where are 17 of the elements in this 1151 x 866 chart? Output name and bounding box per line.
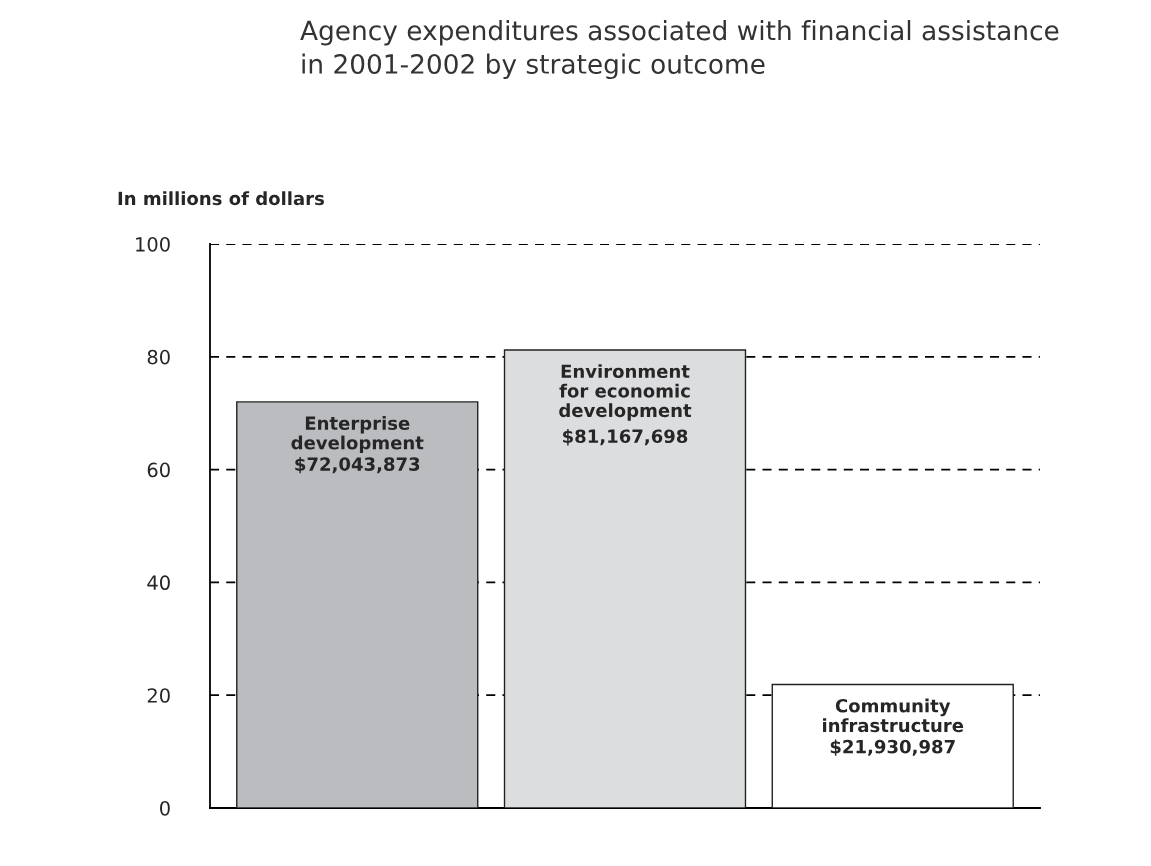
annotation: $21,930,987 [830,739,955,756]
bar [771,683,1014,808]
bar [236,401,479,808]
annotation: $72,043,873 [295,456,420,474]
x-tick-label: Enterprise development [291,416,424,454]
bar [503,349,747,808]
y-tick-label: 100 [136,236,170,252]
y-tick-label: 0 [160,800,170,816]
x-tick-label: Environment for economic development [559,364,692,421]
y-tick-label: 60 [147,462,170,478]
chart-title: Agency expenditures associated with financial assistance in 2001-2002 by strategic outcome [300,20,1059,80]
y-tick-label: 40 [147,575,170,591]
y-axis-title: In millions of dollars [118,191,324,206]
annotation: $81,167,698 [563,429,688,446]
y-tick-label: 80 [147,349,170,365]
y-tick-label: 20 [147,688,170,703]
x-tick-label: Community infrastructure [823,698,964,733]
